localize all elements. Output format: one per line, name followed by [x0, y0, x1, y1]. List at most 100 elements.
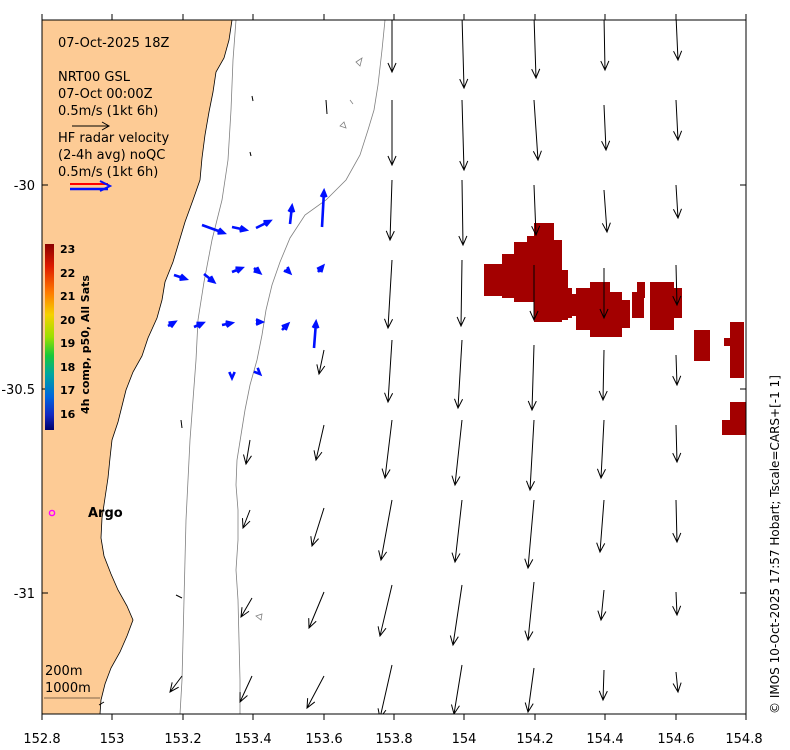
current-arrow-icon — [450, 664, 463, 714]
current-arrow-icon — [596, 499, 606, 554]
x-tick-label: 154.8 — [725, 732, 762, 747]
x-tick-label: 153.8 — [375, 732, 412, 747]
x-axis-labels: 152.8 153 153.2 153.4 153.6 153.8 154 15… — [23, 732, 762, 747]
radar-arrow-icon — [231, 266, 245, 274]
current-arrow-icon — [385, 179, 395, 242]
current-arrow-icon — [598, 669, 608, 702]
current-arrow-icon — [459, 20, 469, 90]
current-arrow-icon — [240, 597, 253, 619]
colorbar-tick: 22 — [60, 267, 75, 280]
current-arrow-icon — [672, 354, 682, 387]
x-tick-label: 153 — [100, 732, 125, 747]
current-arrow-icon — [308, 591, 325, 630]
current-arrow-icon — [672, 591, 682, 617]
current-arrow-icon — [526, 419, 536, 492]
current-arrow-icon — [598, 349, 608, 402]
current-arrow-icon — [306, 675, 325, 710]
current-arrow-icon — [377, 664, 393, 714]
current-arrow-icon — [387, 20, 397, 74]
radar-arrow-icon — [231, 225, 250, 233]
isobath-1000m-line — [235, 20, 386, 714]
radar-arrow-icon — [319, 187, 328, 228]
current-arrow-icon — [672, 424, 682, 464]
argo-label: Argo — [88, 506, 123, 521]
colorbar-tick: 20 — [60, 314, 76, 327]
current-arrow-icon — [378, 499, 393, 562]
current-arrow-icon — [456, 259, 466, 328]
radar-arrow-icon — [173, 273, 190, 281]
y-axis-labels: -30 -30.5 -31 — [1, 179, 35, 602]
current-arrow-icon — [72, 121, 111, 131]
current-arrow-icon — [672, 264, 682, 307]
current-arrow-icon — [239, 675, 253, 704]
radar-arrow-icon — [193, 321, 206, 329]
current-arrow-icon — [601, 104, 611, 152]
radar-arrow-icon — [255, 219, 273, 230]
current-arrow-icon — [316, 349, 326, 376]
current-arrow-icon — [673, 20, 683, 62]
current-arrow-icon — [384, 259, 394, 330]
radar-arrow-icon — [70, 180, 113, 192]
x-tick-label: 154.2 — [516, 732, 553, 747]
current-arrow-icon — [384, 339, 394, 404]
radar-title-line2: (2-4h avg) noQC — [58, 148, 165, 163]
radar-arrow-icon — [253, 266, 263, 276]
current-arrow-icon — [451, 419, 463, 487]
current-arrow-icon — [524, 667, 535, 714]
current-arrow-icon — [531, 184, 541, 237]
coastline-land — [42, 20, 233, 714]
current-arrow-icon — [599, 268, 609, 320]
model-current-arrows — [169, 20, 683, 714]
radar-arrow-icon — [255, 318, 266, 326]
current-arrow-icon — [672, 499, 682, 544]
model-scale: 0.5m/s (1kt 6h) — [58, 104, 158, 119]
colorbar-tick: 17 — [60, 384, 75, 397]
radar-arrow-icon — [228, 371, 236, 382]
current-arrow-icon — [243, 439, 252, 466]
current-arrow-icon — [454, 339, 464, 410]
current-arrow-icon — [532, 99, 542, 162]
radar-arrow-icon — [281, 321, 291, 331]
colorbar-gradient — [45, 244, 54, 430]
radar-arrow-icon — [283, 266, 293, 276]
current-arrow-icon — [451, 499, 463, 564]
radar-arrow-icon — [311, 318, 320, 349]
hf-radar-arrows — [167, 187, 328, 382]
model-name: NRT00 GSL — [58, 70, 131, 85]
x-tick-label: 153.2 — [164, 732, 201, 747]
isobath-200m-label: 200m — [45, 664, 82, 679]
radar-arrow-icon — [203, 272, 217, 284]
colorbar-tick: 23 — [60, 243, 75, 256]
radar-arrow-icon — [201, 223, 227, 235]
current-arrow-icon — [381, 419, 393, 480]
model-time: 07-Oct 00:00Z — [58, 87, 153, 102]
colorbar-tick: 21 — [60, 290, 75, 303]
y-tick-label: -30 — [14, 179, 35, 194]
colorbar-tick: 18 — [60, 361, 75, 374]
x-tick-label: 153.6 — [305, 732, 342, 747]
colorbar: 23 22 21 20 19 18 17 16 4h comp, p50, Al… — [45, 243, 92, 430]
current-arrow-icon — [241, 509, 251, 530]
x-tick-label: 154 — [452, 732, 477, 747]
current-arrow-icon — [387, 100, 397, 167]
colorbar-tick: 19 — [60, 337, 75, 350]
legend-header: 07-Oct-2025 18Z NRT00 GSL 07-Oct 00:00Z … — [58, 36, 170, 180]
radar-scale: 0.5m/s (1kt 6h) — [58, 165, 158, 180]
x-tick-marks — [41, 14, 747, 720]
current-arrow-icon — [527, 344, 537, 412]
current-arrow-icon — [672, 184, 682, 220]
current-arrow-icon — [459, 99, 469, 172]
radar-arrow-icon — [316, 263, 326, 273]
current-arrow-icon — [672, 671, 682, 694]
radar-arrow-icon — [167, 320, 178, 329]
isobath-legend: 200m 1000m — [44, 664, 100, 699]
radar-title-line1: HF radar velocity — [58, 131, 170, 146]
radar-arrow-icon — [287, 202, 296, 225]
argo-float-icon[interactable] — [48, 509, 56, 517]
current-arrow-icon — [600, 20, 610, 72]
isobath-1000m-label: 1000m — [45, 681, 91, 696]
small-features — [98, 95, 328, 706]
isobath-fragments — [255, 57, 363, 621]
current-arrow-icon — [310, 507, 325, 548]
current-arrow-icon — [597, 589, 607, 622]
